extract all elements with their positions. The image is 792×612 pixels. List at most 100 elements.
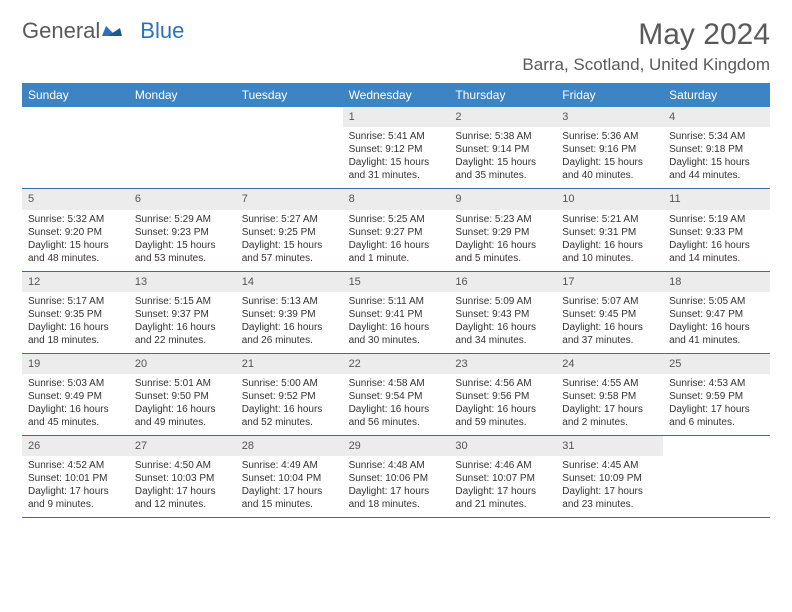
sunrise-text: Sunrise: 4:53 AM xyxy=(669,377,764,390)
day-info: Sunrise: 5:25 AMSunset: 9:27 PMDaylight:… xyxy=(343,210,450,271)
day-number: 7 xyxy=(236,189,343,209)
day-number: 24 xyxy=(556,354,663,374)
day-cell: 30Sunrise: 4:46 AMSunset: 10:07 PMDaylig… xyxy=(449,436,556,517)
sunset-text: Sunset: 9:56 PM xyxy=(455,390,550,403)
day-info: Sunrise: 5:15 AMSunset: 9:37 PMDaylight:… xyxy=(129,292,236,353)
sunrise-text: Sunrise: 4:56 AM xyxy=(455,377,550,390)
header: General Blue May 2024 Barra, Scotland, U… xyxy=(22,18,770,75)
sunset-text: Sunset: 9:54 PM xyxy=(349,390,444,403)
day-header-mon: Monday xyxy=(129,83,236,107)
daylight-text: Daylight: 15 hours and 53 minutes. xyxy=(135,239,230,265)
sunset-text: Sunset: 9:27 PM xyxy=(349,226,444,239)
day-cell: 24Sunrise: 4:55 AMSunset: 9:58 PMDayligh… xyxy=(556,354,663,435)
sunset-text: Sunset: 9:31 PM xyxy=(562,226,657,239)
daylight-text: Daylight: 16 hours and 52 minutes. xyxy=(242,403,337,429)
day-header-wed: Wednesday xyxy=(343,83,450,107)
day-cell: 4Sunrise: 5:34 AMSunset: 9:18 PMDaylight… xyxy=(663,107,770,188)
sunset-text: Sunset: 9:14 PM xyxy=(455,143,550,156)
day-cell: 29Sunrise: 4:48 AMSunset: 10:06 PMDaylig… xyxy=(343,436,450,517)
sunset-text: Sunset: 9:35 PM xyxy=(28,308,123,321)
day-cell: 23Sunrise: 4:56 AMSunset: 9:56 PMDayligh… xyxy=(449,354,556,435)
day-header-sat: Saturday xyxy=(663,83,770,107)
day-info: Sunrise: 4:52 AMSunset: 10:01 PMDaylight… xyxy=(22,456,129,517)
day-info: Sunrise: 5:27 AMSunset: 9:25 PMDaylight:… xyxy=(236,210,343,271)
sunset-text: Sunset: 9:29 PM xyxy=(455,226,550,239)
daylight-text: Daylight: 16 hours and 59 minutes. xyxy=(455,403,550,429)
day-number: 10 xyxy=(556,189,663,209)
day-number: 1 xyxy=(343,107,450,127)
day-cell: 22Sunrise: 4:58 AMSunset: 9:54 PMDayligh… xyxy=(343,354,450,435)
day-number: 28 xyxy=(236,436,343,456)
sunset-text: Sunset: 9:45 PM xyxy=(562,308,657,321)
day-info: Sunrise: 5:17 AMSunset: 9:35 PMDaylight:… xyxy=(22,292,129,353)
sunrise-text: Sunrise: 4:46 AM xyxy=(455,459,550,472)
day-cell: 17Sunrise: 5:07 AMSunset: 9:45 PMDayligh… xyxy=(556,272,663,353)
sunset-text: Sunset: 9:33 PM xyxy=(669,226,764,239)
sunrise-text: Sunrise: 5:27 AM xyxy=(242,213,337,226)
sunset-text: Sunset: 9:59 PM xyxy=(669,390,764,403)
sunset-text: Sunset: 9:43 PM xyxy=(455,308,550,321)
day-info: Sunrise: 5:07 AMSunset: 9:45 PMDaylight:… xyxy=(556,292,663,353)
day-info: Sunrise: 4:46 AMSunset: 10:07 PMDaylight… xyxy=(449,456,556,517)
day-number: 12 xyxy=(22,272,129,292)
day-cell: 13Sunrise: 5:15 AMSunset: 9:37 PMDayligh… xyxy=(129,272,236,353)
logo-text-general: General xyxy=(22,18,100,44)
day-cell: 7Sunrise: 5:27 AMSunset: 9:25 PMDaylight… xyxy=(236,189,343,270)
day-header-fri: Friday xyxy=(556,83,663,107)
sunset-text: Sunset: 9:25 PM xyxy=(242,226,337,239)
daylight-text: Daylight: 16 hours and 26 minutes. xyxy=(242,321,337,347)
sunset-text: Sunset: 9:23 PM xyxy=(135,226,230,239)
daylight-text: Daylight: 15 hours and 31 minutes. xyxy=(349,156,444,182)
day-cell: 25Sunrise: 4:53 AMSunset: 9:59 PMDayligh… xyxy=(663,354,770,435)
day-cell: 1Sunrise: 5:41 AMSunset: 9:12 PMDaylight… xyxy=(343,107,450,188)
sunrise-text: Sunrise: 5:19 AM xyxy=(669,213,764,226)
sunset-text: Sunset: 9:52 PM xyxy=(242,390,337,403)
day-number: 21 xyxy=(236,354,343,374)
sunrise-text: Sunrise: 5:01 AM xyxy=(135,377,230,390)
day-cell: 28Sunrise: 4:49 AMSunset: 10:04 PMDaylig… xyxy=(236,436,343,517)
sunrise-text: Sunrise: 5:21 AM xyxy=(562,213,657,226)
day-number: 8 xyxy=(343,189,450,209)
daylight-text: Daylight: 16 hours and 45 minutes. xyxy=(28,403,123,429)
day-info: Sunrise: 5:13 AMSunset: 9:39 PMDaylight:… xyxy=(236,292,343,353)
day-number: 9 xyxy=(449,189,556,209)
day-cell: 14Sunrise: 5:13 AMSunset: 9:39 PMDayligh… xyxy=(236,272,343,353)
daylight-text: Daylight: 17 hours and 21 minutes. xyxy=(455,485,550,511)
day-info: Sunrise: 5:29 AMSunset: 9:23 PMDaylight:… xyxy=(129,210,236,271)
week-row: 12Sunrise: 5:17 AMSunset: 9:35 PMDayligh… xyxy=(22,272,770,354)
daylight-text: Daylight: 17 hours and 23 minutes. xyxy=(562,485,657,511)
day-info: Sunrise: 4:58 AMSunset: 9:54 PMDaylight:… xyxy=(343,374,450,435)
daylight-text: Daylight: 16 hours and 1 minute. xyxy=(349,239,444,265)
week-row: ......1Sunrise: 5:41 AMSunset: 9:12 PMDa… xyxy=(22,107,770,189)
day-number: 17 xyxy=(556,272,663,292)
title-block: May 2024 Barra, Scotland, United Kingdom xyxy=(522,18,770,75)
daylight-text: Daylight: 16 hours and 41 minutes. xyxy=(669,321,764,347)
daylight-text: Daylight: 15 hours and 57 minutes. xyxy=(242,239,337,265)
day-cell: 8Sunrise: 5:25 AMSunset: 9:27 PMDaylight… xyxy=(343,189,450,270)
sunrise-text: Sunrise: 5:23 AM xyxy=(455,213,550,226)
sunrise-text: Sunrise: 5:17 AM xyxy=(28,295,123,308)
day-number: 3 xyxy=(556,107,663,127)
day-header-row: Sunday Monday Tuesday Wednesday Thursday… xyxy=(22,83,770,107)
day-cell: 15Sunrise: 5:11 AMSunset: 9:41 PMDayligh… xyxy=(343,272,450,353)
day-number: 29 xyxy=(343,436,450,456)
day-info: Sunrise: 5:03 AMSunset: 9:49 PMDaylight:… xyxy=(22,374,129,435)
daylight-text: Daylight: 16 hours and 49 minutes. xyxy=(135,403,230,429)
sunrise-text: Sunrise: 5:00 AM xyxy=(242,377,337,390)
sunrise-text: Sunrise: 5:41 AM xyxy=(349,130,444,143)
sunrise-text: Sunrise: 5:36 AM xyxy=(562,130,657,143)
day-cell: 19Sunrise: 5:03 AMSunset: 9:49 PMDayligh… xyxy=(22,354,129,435)
day-info: Sunrise: 5:11 AMSunset: 9:41 PMDaylight:… xyxy=(343,292,450,353)
sunrise-text: Sunrise: 5:38 AM xyxy=(455,130,550,143)
day-number: 31 xyxy=(556,436,663,456)
daylight-text: Daylight: 15 hours and 44 minutes. xyxy=(669,156,764,182)
daylight-text: Daylight: 16 hours and 18 minutes. xyxy=(28,321,123,347)
day-info: Sunrise: 5:36 AMSunset: 9:16 PMDaylight:… xyxy=(556,127,663,188)
daylight-text: Daylight: 16 hours and 14 minutes. xyxy=(669,239,764,265)
day-number: 4 xyxy=(663,107,770,127)
sunset-text: Sunset: 10:06 PM xyxy=(349,472,444,485)
day-cell: 11Sunrise: 5:19 AMSunset: 9:33 PMDayligh… xyxy=(663,189,770,270)
day-number: 14 xyxy=(236,272,343,292)
day-info: Sunrise: 4:45 AMSunset: 10:09 PMDaylight… xyxy=(556,456,663,517)
sunset-text: Sunset: 9:20 PM xyxy=(28,226,123,239)
